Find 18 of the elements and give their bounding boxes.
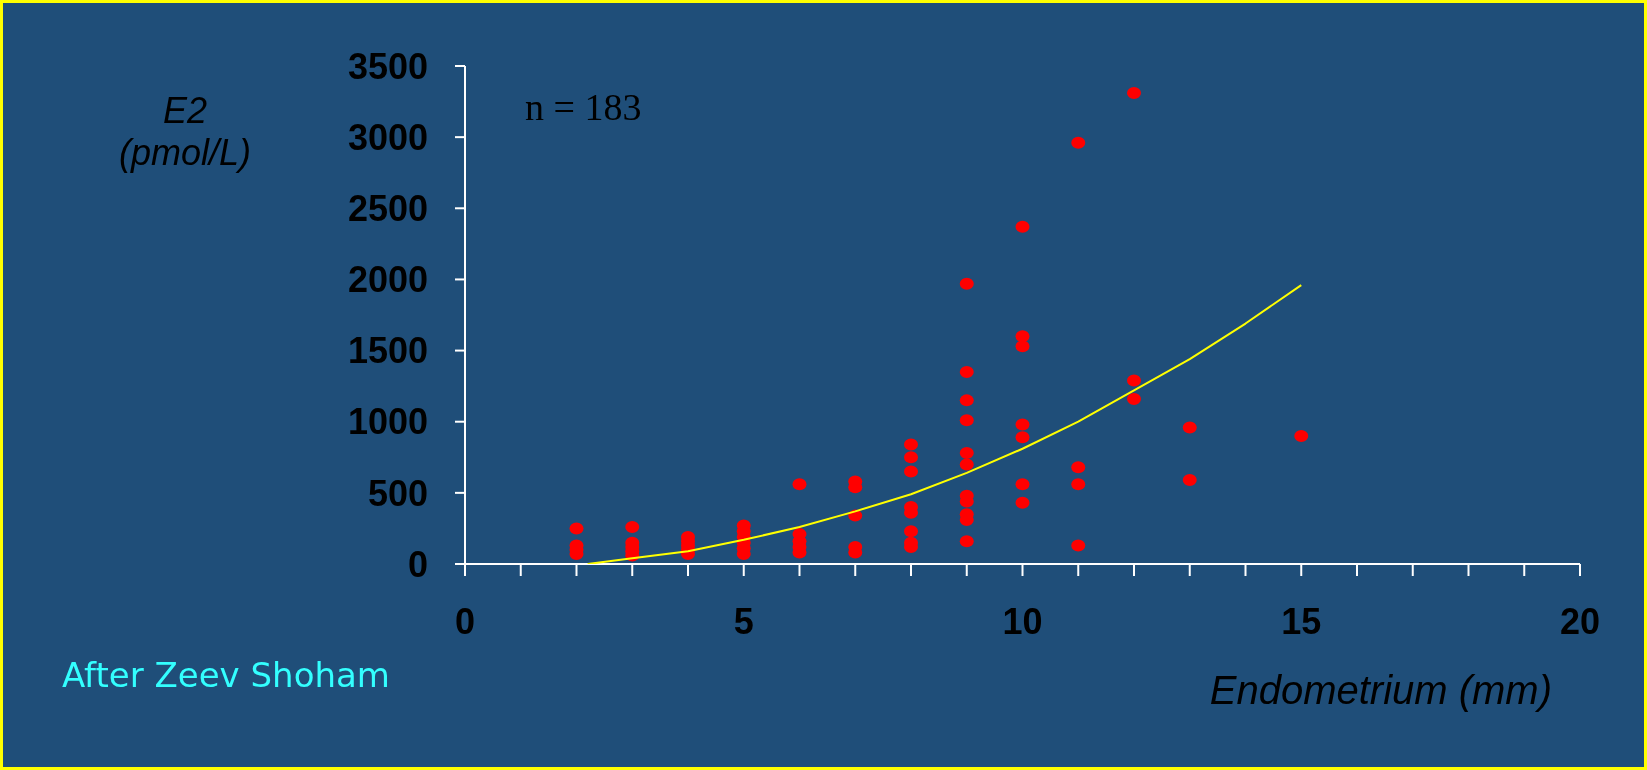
x-tick-label: 20 [1559, 600, 1601, 642]
y-tick-label: 0 [407, 543, 428, 585]
annotation: n = 183 [525, 85, 642, 129]
y-axis-title: E2 (pmol/L) [118, 90, 252, 174]
x-tick-label: 10 [1002, 600, 1043, 642]
y-tick-label: 500 [367, 472, 428, 514]
x-tick-label: 0 [454, 600, 476, 642]
y-tick-label: 1000 [347, 401, 428, 443]
y-tick-label: 2000 [347, 259, 428, 301]
x-axis-title: Endometrium (mm) [1209, 668, 1552, 713]
y-tick-label: 3500 [347, 45, 428, 87]
y-tick-label: 3000 [347, 116, 428, 158]
x-tick-label: 5 [733, 600, 754, 642]
line-series [586, 284, 1303, 564]
x-tick-label: 15 [1281, 600, 1322, 642]
text: After Zeev Shoham [62, 655, 390, 695]
y-tick-label: 1500 [347, 330, 428, 372]
y-tick-label: 2500 [347, 188, 428, 230]
